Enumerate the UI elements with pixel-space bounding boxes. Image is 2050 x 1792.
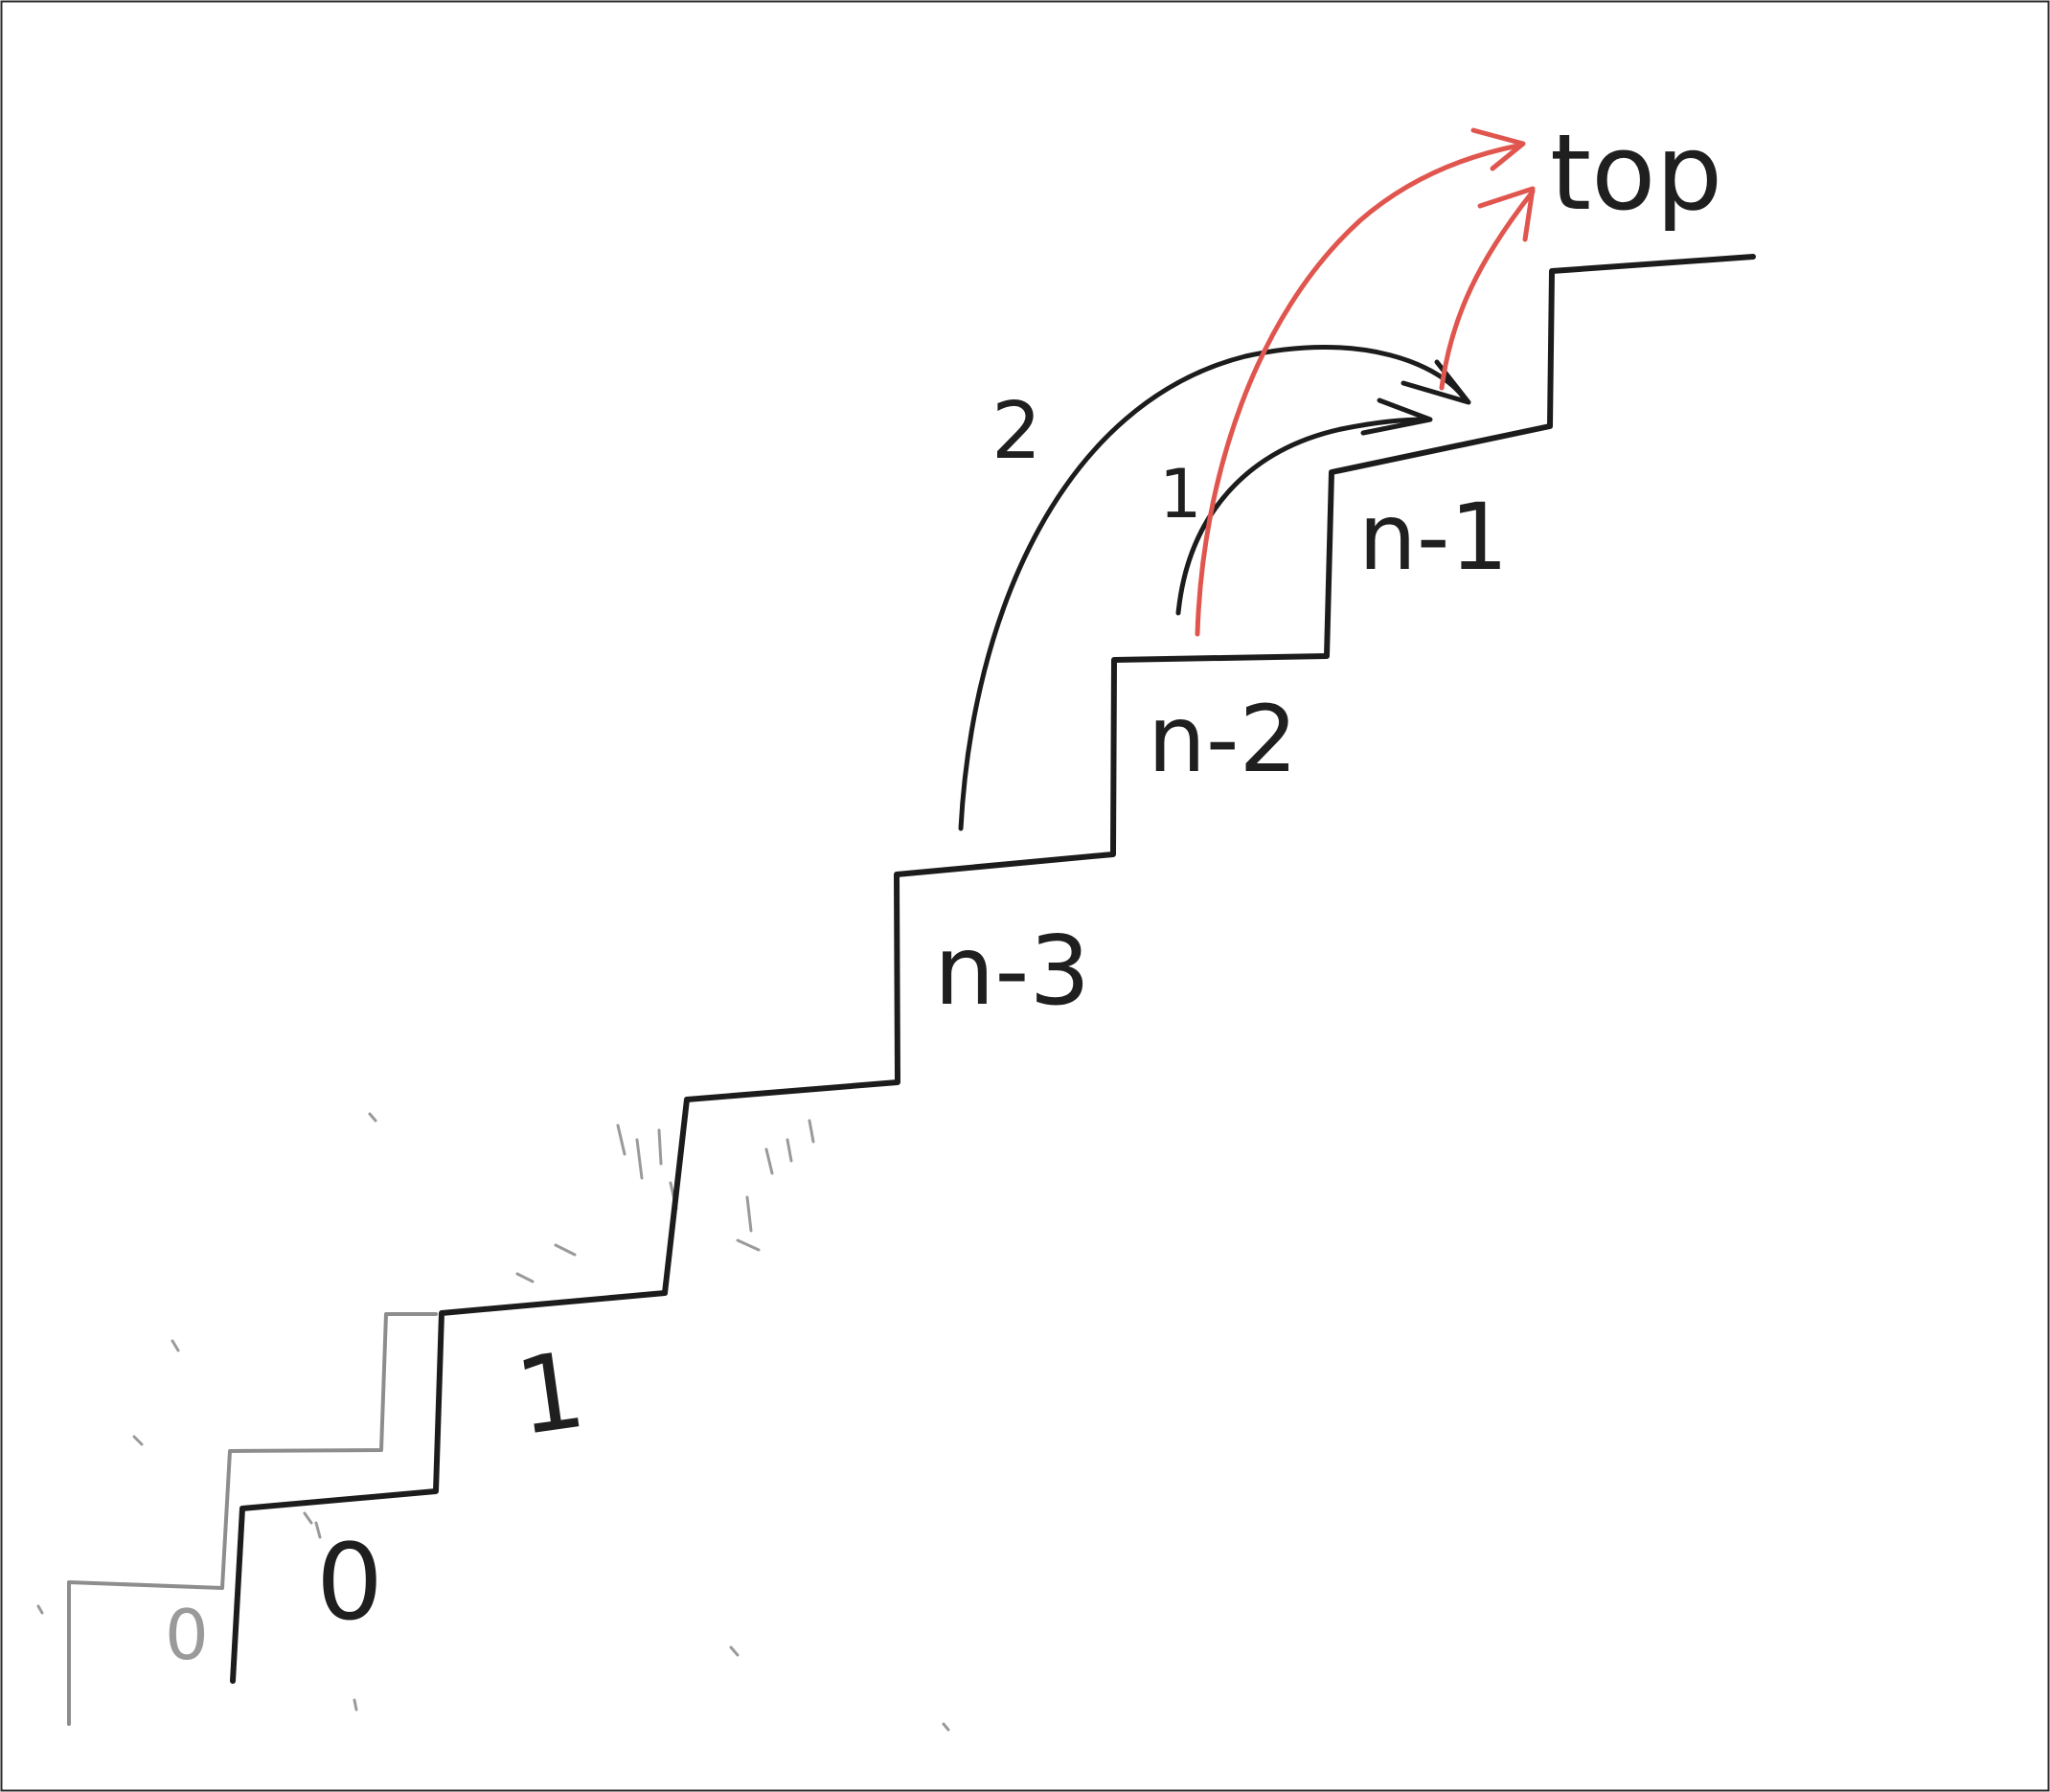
step-label-n-minus-3: n-3 (934, 915, 1090, 1027)
main-staircase (230, 254, 1756, 1684)
ghost-staircase (67, 1312, 438, 1726)
step-label-ghost-zero: 0 (165, 1595, 209, 1675)
step-label-zero: 0 (316, 1521, 383, 1644)
two-step-jump-arc (958, 344, 1469, 831)
jump-label-two: 2 (991, 386, 1041, 477)
red-arrow-from-n-minus-2 (1195, 143, 1521, 637)
jump-label-one: 1 (1159, 455, 1202, 533)
red-arrowhead-from-n-minus-2 (1470, 127, 1526, 171)
red-arrow-from-n-minus-1 (1439, 189, 1536, 391)
one-step-arrowhead (1360, 397, 1433, 436)
step-label-n-minus-1: n-1 (1358, 484, 1509, 591)
step-label-n-minus-2: n-2 (1148, 686, 1298, 793)
step-label-top: top (1550, 111, 1722, 234)
one-step-jump-arc (1175, 417, 1430, 616)
red-arrowhead-from-n-minus-1 (1477, 186, 1536, 242)
two-step-arrowhead (1401, 359, 1471, 405)
